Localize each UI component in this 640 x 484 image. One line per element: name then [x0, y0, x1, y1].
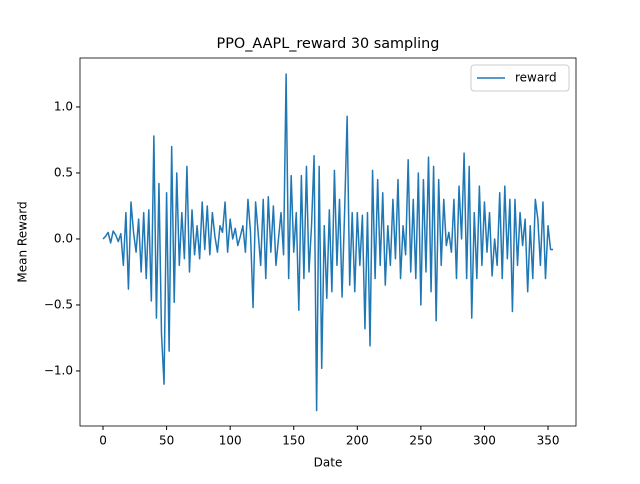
plot-frame [79, 57, 577, 427]
x-tick-label: 150 [282, 434, 305, 448]
y-tick-label: −0.5 [44, 297, 73, 311]
x-tick-label: 50 [159, 434, 174, 448]
x-tick-label: 250 [409, 434, 432, 448]
y-tick-label: 0.5 [54, 165, 73, 179]
x-tick-label: 300 [473, 434, 496, 448]
legend-label: reward [515, 71, 557, 85]
data-line [102, 73, 554, 412]
x-axis-label: Date [314, 456, 343, 470]
x-tick-label: 0 [99, 434, 107, 448]
y-tick-label: −1.0 [44, 363, 73, 377]
x-tick-label: 100 [219, 434, 242, 448]
chart-title: PPO_AAPL_reward 30 sampling [217, 36, 440, 52]
y-axis-label: Mean Reward [16, 201, 30, 282]
x-tick-label: 350 [537, 434, 560, 448]
legend-box [470, 64, 570, 92]
y-tick-label: 1.0 [54, 99, 73, 113]
y-tick-label: 0.0 [54, 231, 73, 245]
x-tick-label: 200 [346, 434, 369, 448]
